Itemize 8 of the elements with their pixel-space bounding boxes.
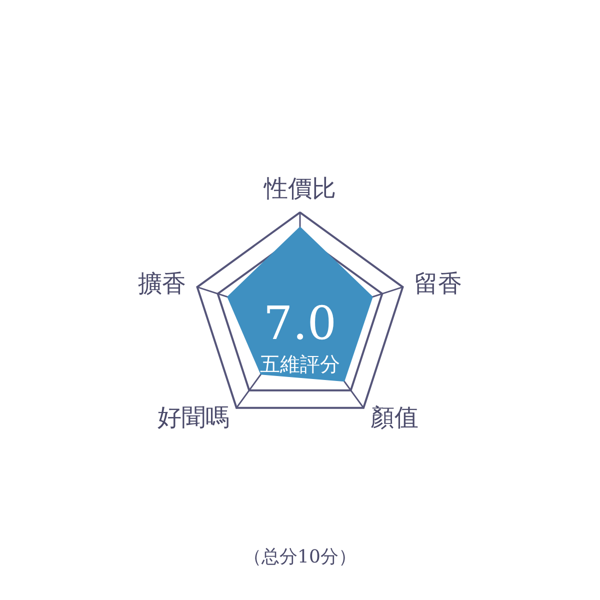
spoke-label: 性價比 xyxy=(263,174,336,202)
spoke-label: 顏值 xyxy=(370,404,419,432)
text: （总分10分） xyxy=(244,546,356,568)
spoke-label: 留香 xyxy=(414,269,462,298)
spoke-label: 好聞嗎 xyxy=(157,404,230,432)
text: 五維評分 xyxy=(260,352,340,376)
text: 7.0 xyxy=(263,296,337,350)
spoke-label: 擴香 xyxy=(138,269,186,298)
